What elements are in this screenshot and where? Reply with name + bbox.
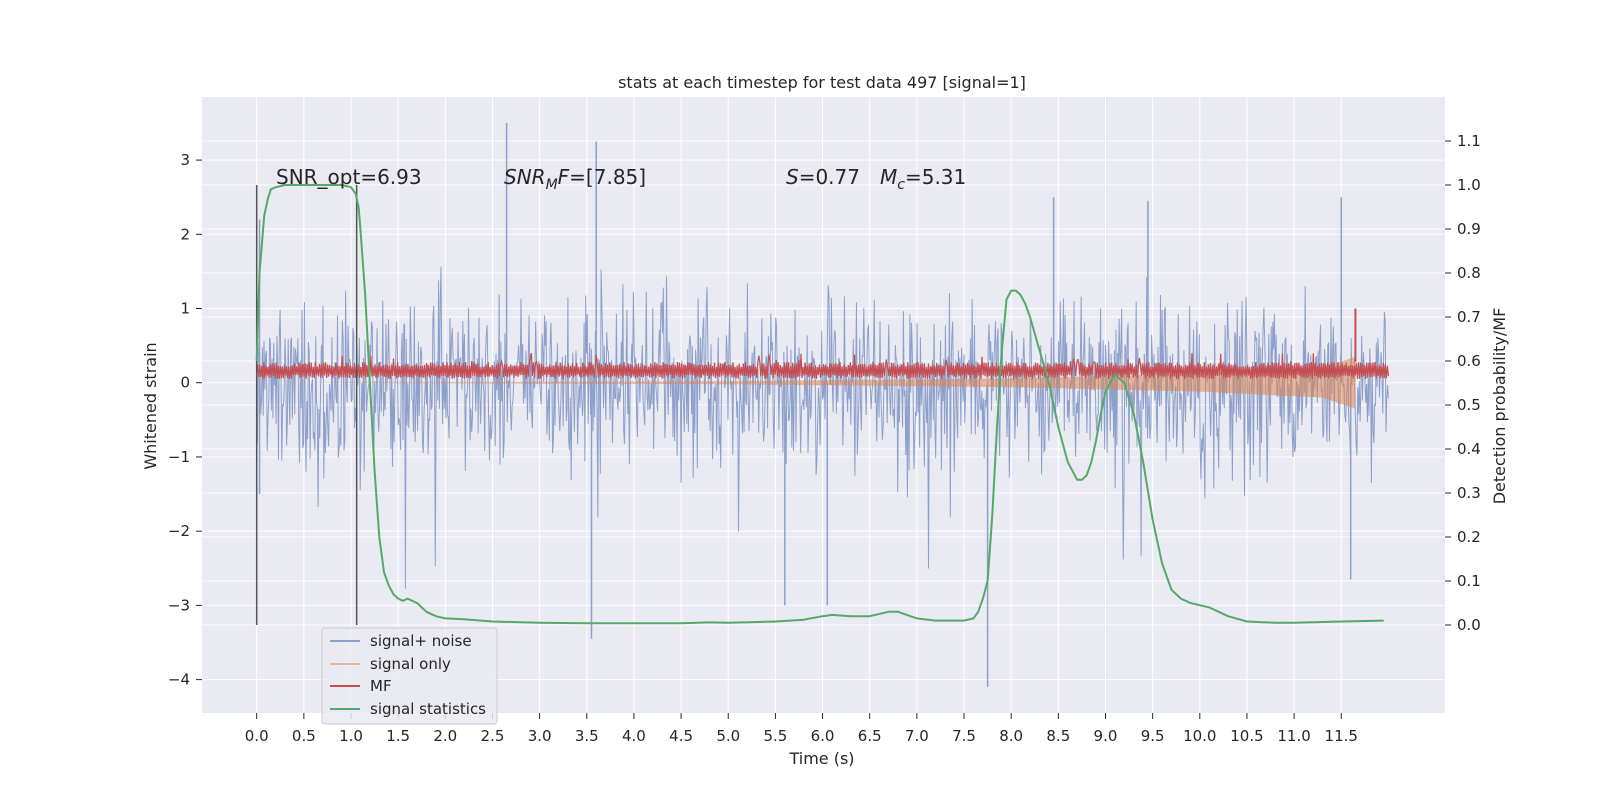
y-tick-label: 0	[180, 374, 190, 392]
y-tick-label: −3	[168, 596, 190, 614]
legend-label-mf: MF	[370, 677, 392, 695]
x-tick-label: 10.0	[1183, 727, 1216, 745]
legend-box	[321, 627, 498, 725]
x-tick-label: 3.0	[528, 727, 552, 745]
x-tick-label: 9.0	[1094, 727, 1118, 745]
y-right-tick-label: 0.2	[1457, 528, 1481, 546]
x-tick-label: 3.5	[575, 727, 599, 745]
y-tick-label: 3	[180, 151, 190, 169]
snr-opt-annotation: SNR_opt=6.93	[276, 165, 422, 189]
x-tick-label: 0.0	[245, 727, 269, 745]
y-right-tick-label: 0.9	[1457, 220, 1481, 238]
y-right-tick-label: 0.3	[1457, 484, 1481, 502]
x-tick-label: 11.0	[1277, 727, 1310, 745]
series-signal-statistics	[255, 184, 1384, 625]
legend-label-signal-noise: signal+ noise	[370, 632, 472, 650]
y-right-tick-label: 0.8	[1457, 264, 1481, 282]
x-tick-label: 11.5	[1325, 727, 1358, 745]
y-tick-label: −1	[168, 448, 190, 466]
chart-title: stats at each timestep for test data 497…	[618, 73, 1026, 92]
y-axis-label: Whitened strain	[141, 342, 160, 469]
x-tick-label: 1.0	[339, 727, 363, 745]
x-tick-label: 2.5	[481, 727, 505, 745]
snr-mf-var: SNR	[504, 165, 546, 189]
x-tick-label: 7.0	[905, 727, 929, 745]
y-right-tick-label: 1.0	[1457, 176, 1481, 194]
y-tick-label: −2	[168, 522, 190, 540]
x-axis-ticks: 0.0 0.5 1.0 1.5 2.0 2.5 3.0 3.5 4.0 4.5 5.0 5.5 6.0 6…	[245, 713, 1358, 745]
vertical-markers	[255, 185, 358, 625]
x-tick-label: 1.5	[386, 727, 410, 745]
y-right-tick-label: 0.1	[1457, 572, 1481, 590]
mc-value: =5.31	[905, 165, 966, 189]
x-tick-label: 7.5	[952, 727, 976, 745]
snr-mf-value: =[7.85]	[569, 165, 646, 189]
x-tick-label: 4.0	[622, 727, 646, 745]
x-tick-label: 4.5	[669, 727, 693, 745]
legend-label-statistics: signal statistics	[370, 700, 486, 718]
y-tick-label: −4	[168, 671, 190, 689]
y-axis-ticks: 3 2 1 0 −1 −2 −3 −4	[168, 151, 202, 689]
x-tick-label: 6.0	[811, 727, 835, 745]
y-tick-label: 1	[180, 300, 190, 318]
snr-mf-annotation: SNRMF=[7.85]	[504, 165, 646, 193]
series-mf	[256, 352, 1389, 380]
grid	[202, 97, 1445, 713]
y-right-axis-label: Detection probability/MF	[1490, 308, 1509, 505]
x-tick-label: 8.5	[1046, 727, 1070, 745]
y-tick-label: 2	[180, 225, 190, 243]
x-tick-label: 8.0	[999, 727, 1023, 745]
x-tick-label: 5.0	[716, 727, 740, 745]
y-right-tick-label: 0.7	[1457, 308, 1481, 326]
x-tick-label: 9.5	[1141, 727, 1165, 745]
x-axis-label: Time (s)	[788, 749, 854, 768]
series-signal-noise	[256, 266, 1389, 589]
mc-subscript: c	[897, 177, 905, 193]
series-signal-only	[256, 356, 1356, 409]
mc-annotation: Mc=5.31	[880, 165, 966, 193]
x-tick-label: 5.5	[763, 727, 787, 745]
s-annotation: S=0.77	[786, 165, 860, 189]
x-tick-label: 6.5	[858, 727, 882, 745]
annotations: SNR_opt=6.93 SNRMF=[7.85] S=0.77 Mc=5.31	[276, 165, 966, 193]
legend-label-signal-only: signal only	[370, 655, 451, 673]
y-right-tick-label: 0.0	[1457, 616, 1481, 634]
x-tick-label: 2.0	[433, 727, 457, 745]
s-value: =0.77	[799, 165, 860, 189]
y-right-tick-label: 0.6	[1457, 352, 1481, 370]
y-right-axis-ticks: 1.1 1.0 0.9 0.8 0.7 0.6 0.5 0.4 0.3 0.2 0.1 0.0	[1445, 132, 1481, 634]
x-tick-label: 0.5	[292, 727, 316, 745]
legend: signal+ noise signal only MF signal stat…	[321, 627, 498, 725]
snr-mf-var2: F	[558, 165, 570, 189]
x-tick-label: 10.5	[1230, 727, 1263, 745]
s-var: S	[786, 165, 799, 189]
y-right-tick-label: 1.1	[1457, 132, 1481, 150]
snr-mf-subscript: M	[546, 177, 558, 193]
y-right-tick-label: 0.5	[1457, 396, 1481, 414]
mc-var: M	[880, 165, 897, 189]
y-right-tick-label: 0.4	[1457, 440, 1481, 458]
